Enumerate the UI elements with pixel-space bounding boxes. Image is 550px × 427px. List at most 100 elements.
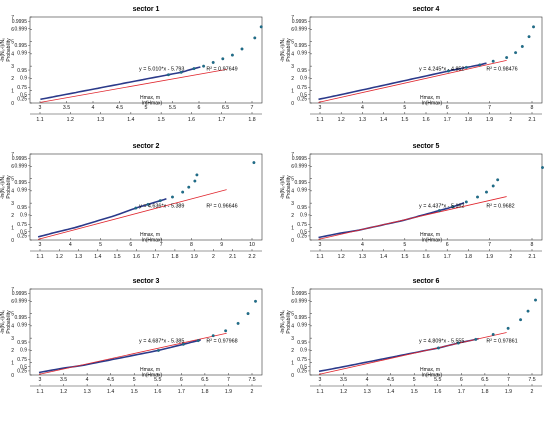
prob-tick-label: 0.5 [20,93,27,99]
prob-tick-label: 0.95 [17,205,27,211]
prob-tick-label: 0.99 [17,188,27,194]
y-tick-label: 4 [291,52,294,58]
x-tick-label: 5.5 [434,377,441,383]
data-point [196,339,200,343]
data-point [181,190,185,194]
ln-tick-label: 1.3 [75,254,82,260]
y-tick-label: 0 [291,101,294,107]
data-point [474,337,478,341]
data-point [464,65,468,69]
ln-tick-label: 1.8 [171,254,178,260]
ln-tick-label: 1.7 [152,254,159,260]
data-point [181,342,185,346]
prob-tick-label: 0.9 [20,213,27,219]
x-axis-label: Hmax, m [420,367,440,373]
ln-tick-label: 1.3 [359,254,366,260]
data-point [505,56,509,59]
data-point [464,200,468,204]
data-point [520,45,524,48]
prob-tick-label: 0.99 [297,188,307,194]
prob-tick-label: 0.999 [294,163,307,169]
fit-r-squared: R² = 0.98476 [486,66,517,72]
plot-area [309,288,543,376]
ln-tick-label: 1.3 [359,117,366,123]
x-tick-label: 8 [531,105,534,111]
x2-axis-label: ln(Hmax) [422,238,443,244]
y-tick-label: 6 [11,164,14,170]
x-tick-label: 10 [249,242,255,248]
plot-area [309,153,543,241]
ln-tick-label: 1.9 [225,389,232,395]
x-tick-label: 8 [190,242,193,248]
x-tick-label: 5 [133,377,136,383]
y-tick-label: 7 [11,15,14,21]
y-tick-label: 3 [291,201,294,207]
plot-area [29,288,263,376]
data-point [541,166,544,169]
y-axis-label: -ln(N₀-i)/N₀ [0,38,6,62]
prob-tick-label: 0.95 [297,340,307,346]
x-tick-label: 3 [39,242,42,248]
ln-tick-label: 1.8 [465,254,472,260]
x-tick-label: 3 [39,105,42,111]
prob-tick-label: 0.5 [300,230,307,236]
ln-tick-label: 1.5 [401,117,408,123]
fit-equation: y = 4.687*x - 5.385 [139,338,184,344]
prob-tick-label: 0.9995 [292,19,308,25]
panel-title: sector 5 [413,143,440,150]
prob-tick-label: 0.999 [14,163,27,169]
prob-tick-label: 0.25 [17,234,27,240]
prob-tick-label: 0.9 [300,348,307,354]
data-point [192,67,196,71]
prob-axis-label: Probability [286,310,292,334]
prob-tick-label: 0.9995 [12,156,28,162]
chart-panel-2: sector 4 0 1 2 3 4 5 6 7 0.250.5 0.75 0.9 0.95 0.99 0.… [280,6,543,123]
prob-tick-label: 0.9995 [292,291,308,297]
data-point [506,326,510,330]
y-tick-label: 7 [291,15,294,21]
data-point [146,202,150,206]
prob-tick-label: 0.75 [297,357,307,363]
x-axis-label: Hmax, m [420,95,440,101]
prob-tick-label: 0.5 [300,365,307,371]
fit-line [38,332,227,375]
chart-panel-5: sector 3 0 1 2 3 4 5 6 7 0.250.5 0.75 0.9 0.95 0.99 0.… [0,278,263,395]
ln-tick-label: 2 [509,254,512,260]
prob-tick-label: 0.75 [297,85,307,91]
ln-tick-label: 1.1 [316,117,323,123]
chart-panel-6: sector 6 0 1 2 3 4 5 6 7 0.250.5 0.75 0.9 0.95 0.99 0.… [280,278,543,395]
y-tick-label: 6 [11,299,14,305]
ln-tick-label: 2 [212,254,215,260]
data-point [532,25,535,29]
ln-tick-label: 1.8 [481,389,488,395]
data-point [514,51,518,55]
prob-tick-label: 0.995 [14,43,27,49]
data-point [252,161,256,165]
y-tick-label: 4 [11,189,14,195]
fit-line [318,60,507,103]
prob-tick-label: 0.999 [14,298,27,304]
ln-tick-label: 2 [509,117,512,123]
y-tick-label: 2 [291,76,294,82]
y-tick-label: 7 [291,152,294,158]
y-tick-label: 2 [11,348,14,354]
ln-tick-label: 1.6 [434,389,441,395]
data-point [491,333,495,336]
data-point [171,195,174,199]
y-axis-label: -ln(N₀-i)/N₀ [280,310,286,334]
data-point [187,185,191,189]
ln-tick-label: 1.9 [486,117,493,123]
panel-title: sector 1 [133,6,160,13]
x-tick-label: 7 [251,105,254,111]
fit-r-squared: R² = 0.97649 [206,66,237,72]
y-tick-label: 5 [291,176,294,182]
y-tick-label: 2 [291,213,294,219]
y-tick-label: 4 [291,189,294,195]
data-point [491,59,495,63]
data-point [496,178,500,182]
x-tick-label: 6 [446,105,449,111]
ln-tick-label: 1.1 [36,254,43,260]
data-point [491,184,495,188]
x-tick-label: 4.5 [116,105,123,111]
data-point [519,318,523,322]
